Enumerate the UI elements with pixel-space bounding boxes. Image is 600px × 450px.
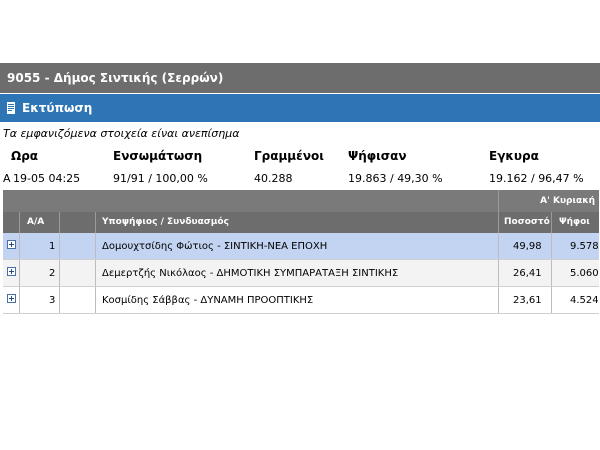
row-votes: 9.578 bbox=[570, 241, 599, 252]
row-candidate: Δομουχτσίδης Φώτιος - ΣΙΝΤΙΚΗ-ΝΕΑ ΕΠΟΧΗ bbox=[102, 241, 328, 252]
expand-icon[interactable] bbox=[7, 240, 16, 249]
row-candidate: Κοσμίδης Σάββας - ΔΥΝΑΜΗ ΠΡΟΟΠΤΙΚΗΣ bbox=[102, 295, 314, 306]
row-aa: 2 bbox=[49, 268, 56, 279]
valid-heading: Εγκυρα bbox=[489, 149, 539, 163]
voted-heading: Ψήφισαν bbox=[348, 149, 407, 163]
table-row[interactable]: 2 Δεμερτζής Νικόλαος - ΔΗΜΟΤΙΚΗ ΣΥΜΠΑΡΑΤ… bbox=[3, 260, 599, 287]
column-header-votes[interactable]: Ψήφοι bbox=[559, 217, 590, 227]
row-candidate: Δεμερτζής Νικόλαος - ΔΗΜΟΤΙΚΗ ΣΥΜΠΑΡΑΤΑΞ… bbox=[102, 268, 399, 279]
incorporation-value: 91/91 / 100,00 % bbox=[113, 172, 208, 185]
table-row[interactable]: 1 Δομουχτσίδης Φώτιος - ΣΙΝΤΙΚΗ-ΝΕΑ ΕΠΟΧ… bbox=[3, 233, 599, 260]
table-top-header: Α' Κυριακή bbox=[3, 190, 599, 212]
table-header-row: Α/Α Υποψήφιος / Συνδυασμός Ποσοστό Ψήφοι bbox=[3, 212, 599, 233]
valid-value: 19.162 / 96,47 % bbox=[489, 172, 584, 185]
row-percent: 23,61 bbox=[513, 295, 542, 306]
expand-icon[interactable] bbox=[7, 294, 16, 303]
column-header-candidate[interactable]: Υποψήφιος / Συνδυασμός bbox=[102, 217, 229, 227]
page-title: 9055 - Δήμος Σιντικής (Σερρών) bbox=[7, 71, 224, 85]
registered-heading: Γραμμένοι bbox=[254, 149, 324, 163]
table-row[interactable]: 3 Κοσμίδης Σάββας - ΔΥΝΑΜΗ ΠΡΟΟΠΤΙΚΗΣ 23… bbox=[3, 287, 599, 314]
row-aa: 3 bbox=[49, 295, 56, 306]
page-title-bar: 9055 - Δήμος Σιντικής (Σερρών) bbox=[0, 63, 600, 93]
results-table: Α' Κυριακή Α/Α Υποψήφιος / Συνδυασμός Πο… bbox=[3, 190, 599, 327]
expand-icon[interactable] bbox=[7, 267, 16, 276]
registered-value: 40.288 bbox=[254, 172, 293, 185]
row-aa: 1 bbox=[49, 241, 56, 252]
time-value: 19-05 04:25 bbox=[13, 172, 81, 185]
row-percent: 49,98 bbox=[513, 241, 542, 252]
column-header-aa[interactable]: Α/Α bbox=[27, 217, 45, 227]
print-icon bbox=[7, 102, 15, 114]
column-header-percent[interactable]: Ποσοστό bbox=[504, 217, 550, 227]
print-label[interactable]: Εκτύπωση bbox=[22, 101, 93, 115]
print-bar[interactable]: Εκτύπωση bbox=[0, 94, 600, 122]
incorporation-heading: Ενσωμάτωση bbox=[113, 149, 203, 163]
unofficial-notice: Τα εμφανιζόμενα στοιχεία είναι ανεπίσημα bbox=[3, 127, 240, 140]
row-votes: 5.060 bbox=[570, 268, 599, 279]
voted-value: 19.863 / 49,30 % bbox=[348, 172, 443, 185]
row-votes: 4.524 bbox=[570, 295, 599, 306]
row-percent: 26,41 bbox=[513, 268, 542, 279]
round-label: Α' Κυριακή bbox=[540, 196, 595, 206]
time-heading: Ωρα bbox=[11, 149, 39, 163]
round-prefix: Α bbox=[3, 172, 11, 185]
